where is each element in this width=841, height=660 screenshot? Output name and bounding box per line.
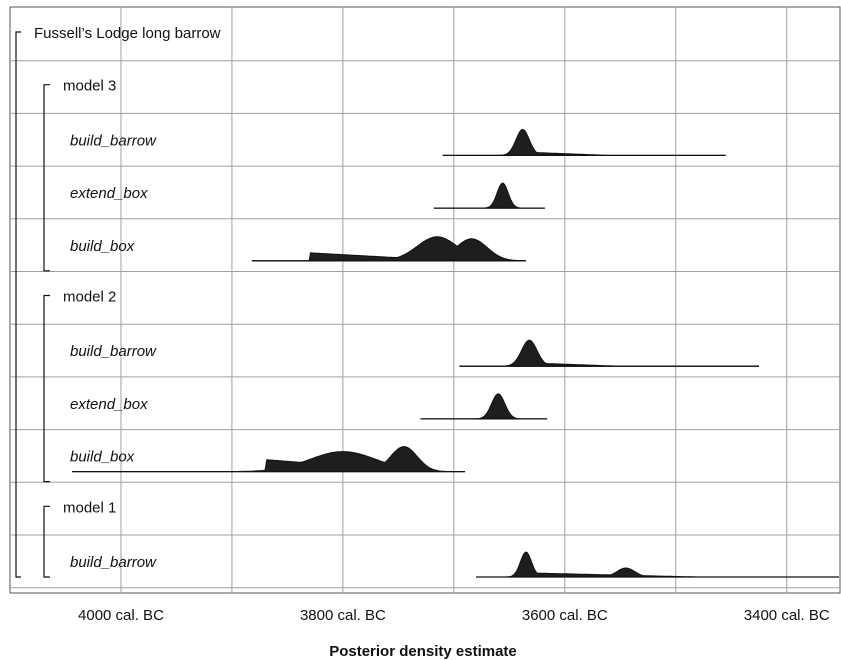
row-label: extend_box: [70, 185, 148, 202]
model-bracket: [43, 84, 50, 272]
x-tick-label: 3600 cal. BC: [522, 607, 608, 624]
model-bracket: [43, 294, 50, 483]
plot-frame: [9, 6, 841, 594]
density-m1_barrow: [476, 551, 839, 578]
row-labels: Fussell’s Lodge long barrow model 3 build_…: [34, 25, 221, 571]
row-label: model 2: [63, 289, 116, 306]
x-tick-label: 3400 cal. BC: [744, 607, 830, 624]
row-label: Fussell’s Lodge long barrow: [34, 25, 221, 42]
row-label: model 1: [63, 499, 116, 516]
row-label: build_barrow: [70, 554, 157, 571]
density-m3_ext: [433, 182, 545, 209]
row-label: build_box: [70, 449, 135, 466]
row-label: build_barrow: [70, 343, 157, 360]
x-tick-label: 3800 cal. BC: [300, 607, 386, 624]
model-brackets: [15, 31, 50, 578]
vertical-gridlines: [120, 7, 788, 593]
density-distributions: [72, 128, 839, 578]
x-tick-label: 4000 cal. BC: [78, 607, 164, 624]
site-bracket: [15, 31, 21, 578]
row-label: build_barrow: [70, 132, 157, 149]
row-label: model 3: [63, 78, 116, 95]
x-tick-labels: 4000 cal. BC 3800 cal. BC 3600 cal. BC 3400…: [78, 607, 830, 624]
density-m2_barrow: [459, 339, 759, 367]
model-bracket: [43, 505, 50, 578]
density-m2_ext: [420, 393, 548, 420]
x-axis-title: Posterior density estimate: [329, 643, 517, 660]
row-separators: [10, 60, 840, 589]
density-m3_barrow: [442, 128, 726, 156]
density-m3_box: [251, 236, 527, 262]
row-label: extend_box: [70, 396, 148, 413]
row-label: build_box: [70, 238, 135, 255]
